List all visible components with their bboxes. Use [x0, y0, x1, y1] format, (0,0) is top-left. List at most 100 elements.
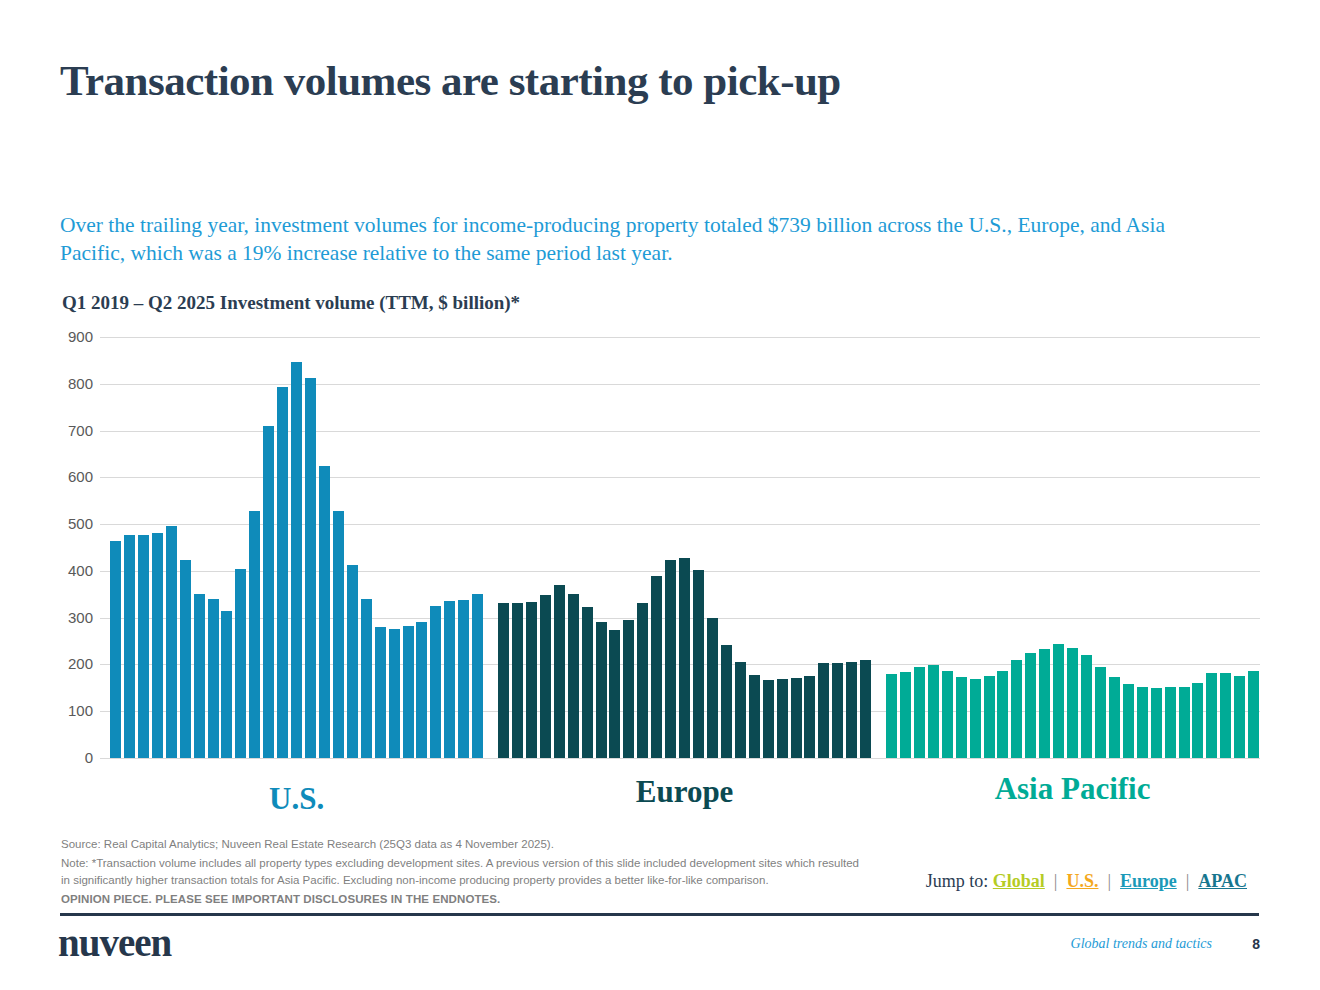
europe-bar-25 [832, 663, 843, 758]
asia-pacific-bar-24 [1206, 673, 1217, 758]
jump-link-global[interactable]: Global [993, 871, 1045, 891]
chart-title: Q1 2019 – Q2 2025 Investment volume (TTM… [62, 292, 520, 314]
group-label-europe: Europe [475, 774, 895, 810]
europe-bar-13 [665, 560, 676, 758]
u-s-bar-21 [389, 629, 400, 758]
europe-bar-10 [623, 620, 634, 758]
europe-bar-17 [721, 645, 732, 758]
asia-pacific-bar-3 [914, 667, 925, 758]
asia-pacific-bar-19 [1137, 687, 1148, 758]
u-s-bar-12 [263, 426, 274, 758]
europe-bar-19 [749, 675, 760, 758]
opinion-disclosure: OPINION PIECE. PLEASE SEE IMPORTANT DISC… [61, 891, 961, 908]
u-s-bar-23 [416, 622, 427, 758]
asia-pacific-bar-1 [886, 674, 897, 758]
asia-pacific-bar-7 [970, 679, 981, 758]
europe-bar-9 [609, 630, 620, 758]
europe-bar-1 [498, 603, 509, 758]
asia-pacific-bar-16 [1095, 667, 1106, 758]
europe-bar-21 [777, 679, 788, 758]
y-tick-label-400: 400 [48, 562, 93, 580]
jump-to-separator: | [1177, 871, 1199, 891]
asia-pacific-bar-10 [1011, 660, 1022, 758]
u-s-bar-11 [249, 511, 260, 758]
u-s-bar-7 [194, 594, 205, 758]
u-s-bar-4 [152, 533, 163, 758]
europe-bar-22 [791, 678, 802, 758]
asia-pacific-bar-17 [1109, 677, 1120, 758]
asia-pacific-bar-11 [1025, 653, 1036, 758]
group-label-asia-pacific: Asia Pacific [863, 771, 1283, 807]
europe-bar-7 [582, 607, 593, 758]
group-label-u-s: U.S. [87, 781, 507, 817]
u-s-bar-22 [403, 626, 414, 758]
europe-bar-26 [846, 662, 857, 758]
gridline-900 [100, 337, 1260, 338]
asia-pacific-bar-25 [1220, 673, 1231, 758]
u-s-bar-9 [221, 611, 232, 758]
u-s-bar-19 [361, 599, 372, 758]
page-title: Transaction volumes are starting to pick… [60, 58, 1260, 104]
u-s-bar-26 [458, 600, 469, 758]
jump-link-u-s[interactable]: U.S. [1066, 871, 1098, 891]
y-tick-label-500: 500 [48, 515, 93, 533]
slide: Transaction volumes are starting to pick… [0, 0, 1320, 990]
y-tick-label-800: 800 [48, 375, 93, 393]
europe-bar-12 [651, 576, 662, 758]
asia-pacific-bar-5 [942, 671, 953, 758]
u-s-bar-27 [472, 594, 483, 758]
u-s-bar-17 [333, 511, 344, 758]
europe-bar-24 [818, 663, 829, 758]
u-s-bar-15 [305, 378, 316, 758]
europe-bar-16 [707, 618, 718, 758]
y-tick-label-200: 200 [48, 655, 93, 673]
asia-pacific-bar-14 [1067, 648, 1078, 758]
asia-pacific-bar-15 [1081, 655, 1092, 758]
asia-pacific-bar-6 [956, 677, 967, 758]
u-s-bar-10 [235, 569, 246, 758]
u-s-bar-16 [319, 466, 330, 758]
jump-link-apac[interactable]: APAC [1198, 871, 1247, 891]
y-tick-label-600: 600 [48, 468, 93, 486]
footnote-text: Note: *Transaction volume includes all p… [61, 855, 861, 888]
europe-bar-5 [554, 585, 565, 758]
jump-to-separator: | [1045, 871, 1067, 891]
bar-chart-plot-area [100, 337, 1260, 758]
europe-bar-3 [526, 602, 537, 758]
footer-divider [60, 913, 1259, 916]
europe-bar-14 [679, 558, 690, 758]
europe-bar-11 [637, 603, 648, 758]
europe-bar-18 [735, 662, 746, 758]
u-s-bar-2 [124, 535, 135, 758]
europe-bar-4 [540, 595, 551, 758]
jump-to-label: Jump to: [926, 871, 989, 891]
footer-section-title: Global trends and tactics [1071, 936, 1212, 952]
u-s-bar-25 [444, 601, 455, 758]
asia-pacific-bar-23 [1192, 683, 1203, 758]
y-tick-label-700: 700 [48, 422, 93, 440]
europe-bar-6 [568, 594, 579, 758]
y-tick-label-300: 300 [48, 609, 93, 627]
jump-to-separator: | [1098, 871, 1120, 891]
europe-bar-15 [693, 570, 704, 759]
u-s-bar-3 [138, 535, 149, 758]
europe-bar-8 [596, 622, 607, 758]
europe-bar-23 [804, 676, 815, 758]
u-s-bar-8 [208, 599, 219, 758]
asia-pacific-bar-9 [997, 671, 1008, 758]
asia-pacific-bar-4 [928, 665, 939, 758]
u-s-bar-1 [110, 541, 121, 758]
gridline-800 [100, 384, 1260, 385]
u-s-bar-24 [430, 606, 441, 758]
u-s-bar-6 [180, 560, 191, 758]
asia-pacific-bar-21 [1165, 687, 1176, 758]
y-tick-label-100: 100 [48, 702, 93, 720]
asia-pacific-bar-8 [984, 676, 995, 758]
jump-to-nav: Jump to: Global|U.S.|Europe|APAC [926, 871, 1247, 892]
asia-pacific-bar-2 [900, 672, 911, 758]
europe-bar-2 [512, 603, 523, 758]
jump-link-europe[interactable]: Europe [1120, 871, 1177, 891]
u-s-bar-13 [277, 387, 288, 758]
asia-pacific-bar-22 [1179, 687, 1190, 758]
nuveen-logo: nuveen [58, 920, 171, 965]
